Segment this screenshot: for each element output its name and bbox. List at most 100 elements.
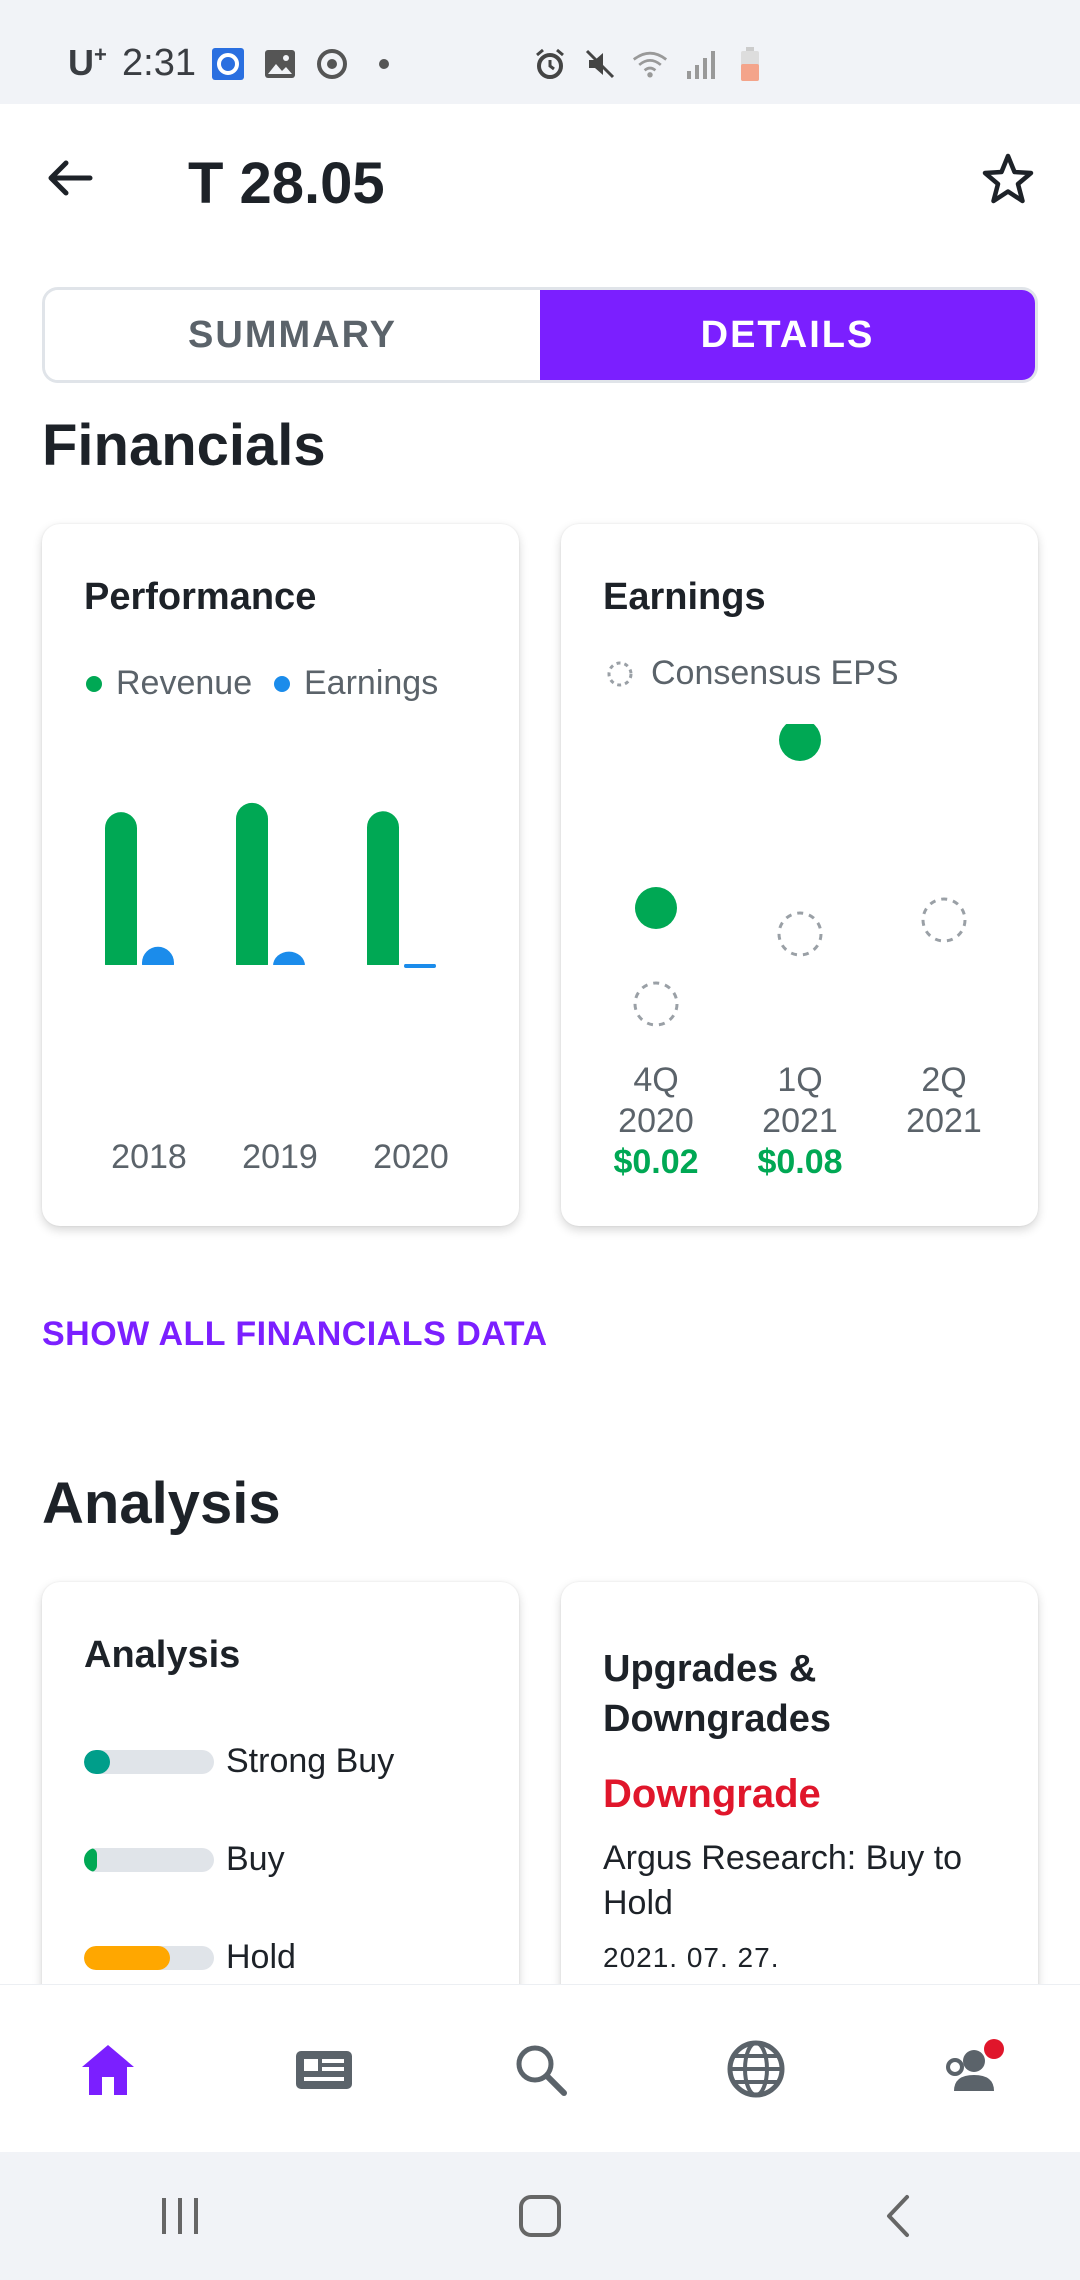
eps-col-4q2020: 4Q 2020 $0.02 — [596, 1060, 716, 1183]
earnings-card[interactable]: Earnings Consensus EPS 4Q 2020 $0.02 1Q … — [561, 524, 1038, 1226]
nav-profile[interactable] — [922, 2019, 1022, 2119]
revenue-dot — [86, 675, 102, 692]
eps-quarter-label: 4Q — [633, 1061, 679, 1099]
legend-revenue-label: Revenue — [116, 664, 253, 702]
rating-hold: Hold — [84, 1938, 296, 1977]
rating-bar — [84, 1945, 214, 1970]
rating-bar — [84, 1847, 214, 1872]
earnings-title: Earnings — [603, 576, 766, 618]
eps-col-1q2021: 1Q 2021 $0.08 — [740, 1060, 860, 1183]
analysis-heading: Analysis — [42, 1471, 281, 1536]
analysis-card-title: Analysis — [84, 1634, 241, 1676]
globe-icon — [727, 2040, 785, 2097]
actual-eps-point — [635, 887, 677, 929]
tab-summary[interactable]: SUMMARY — [45, 290, 540, 380]
watchlist-star-button[interactable] — [976, 148, 1040, 212]
chevron-left-icon — [887, 2195, 909, 2237]
quote-header: T 28.05 — [0, 104, 1080, 274]
carrier-label: U+ — [68, 42, 107, 83]
battery-icon — [732, 46, 768, 82]
search-icon — [516, 2045, 567, 2096]
nav-search[interactable] — [490, 2019, 590, 2119]
notification-icons — [210, 46, 402, 82]
tab-details[interactable]: DETAILS — [540, 290, 1035, 380]
consensus-eps-point — [777, 911, 823, 957]
system-back-button[interactable] — [850, 2176, 950, 2256]
earnings-bar — [404, 964, 436, 968]
rating-label: Strong Buy — [226, 1742, 395, 1780]
revenue-bar — [367, 811, 399, 980]
profile-settings-icon — [946, 2049, 994, 2091]
rating-bar — [84, 1749, 214, 1774]
baseline-mask — [42, 965, 519, 984]
show-all-financials-link[interactable]: SHOW ALL FINANCIALS DATA — [42, 1315, 548, 1353]
signal-icon — [682, 46, 718, 82]
mute-icon — [582, 46, 618, 82]
dashed-circle-icon — [607, 661, 633, 686]
legend-earnings-label: Earnings — [304, 664, 439, 702]
eps-actual-value: $0.08 — [757, 1143, 843, 1181]
rating-label: Hold — [226, 1938, 296, 1976]
arrow-left-icon — [48, 160, 93, 196]
actual-eps-point — [779, 724, 821, 761]
earnings-chart — [633, 724, 967, 1027]
rating-label: Buy — [226, 1840, 285, 1878]
rating-fill — [84, 1945, 170, 1970]
rating-buy: Buy — [84, 1840, 285, 1879]
home-icon — [82, 2044, 134, 2095]
alarm-icon — [532, 46, 568, 82]
performance-title: Performance — [84, 576, 317, 618]
rating-fill — [84, 1847, 97, 1872]
earnings-dot — [274, 675, 290, 692]
perf-x-label-2020: 2020 — [373, 1138, 449, 1176]
upgrades-title: Upgrades & Downgrades — [603, 1648, 832, 1740]
rating-change-description: Argus Research: Buy to Hold — [603, 1839, 963, 1922]
eps-quarter-label: 2Q — [921, 1061, 967, 1099]
back-button[interactable] — [40, 146, 104, 210]
status-bar: U+ 2:31 — [0, 0, 1080, 104]
legend-earnings: Earnings — [274, 664, 438, 703]
system-icons — [532, 46, 768, 82]
tab-bar: SUMMARY DETAILS — [42, 287, 1038, 383]
system-nav-bar — [0, 2152, 1080, 2280]
home-square-icon — [519, 2195, 561, 2237]
sync-icon — [314, 46, 350, 82]
financials-heading: Financials — [42, 413, 326, 478]
app-notification-icon — [210, 46, 246, 82]
perf-x-label-2018: 2018 — [111, 1138, 187, 1176]
perf-x-label-2019: 2019 — [242, 1138, 318, 1176]
analysis-card[interactable]: Analysis Strong Buy Buy Hold — [42, 1582, 519, 2042]
recent-apps-button[interactable] — [130, 2176, 230, 2256]
legend-consensus-label: Consensus EPS — [651, 654, 899, 692]
home-system-button[interactable] — [490, 2176, 590, 2256]
gallery-icon — [262, 46, 298, 82]
revenue-bar — [236, 802, 268, 980]
upgrades-card[interactable]: Upgrades & Downgrades Downgrade Argus Re… — [561, 1582, 1038, 2042]
eps-quarter-label: 1Q — [777, 1061, 823, 1099]
rating-change-status: Downgrade — [603, 1772, 821, 1816]
consensus-eps-point — [633, 981, 679, 1027]
wifi-icon — [632, 46, 668, 82]
status-time: 2:31 — [122, 42, 196, 84]
eps-actual-value: $0.02 — [613, 1143, 699, 1181]
performance-card[interactable]: Performance Revenue Earnings 2018 2019 2… — [42, 524, 519, 1226]
eps-year-label: 2021 — [762, 1102, 838, 1140]
bottom-nav — [0, 1984, 1080, 2152]
consensus-eps-point — [921, 897, 967, 943]
nav-markets[interactable] — [706, 2019, 806, 2119]
legend-revenue: Revenue — [86, 664, 252, 703]
nav-home[interactable] — [58, 2019, 158, 2119]
eps-year-label: 2020 — [618, 1102, 694, 1140]
performance-chart — [42, 802, 519, 984]
legend-consensus-eps: Consensus EPS — [605, 654, 899, 693]
recent-apps-icon — [162, 2198, 198, 2234]
eps-col-2q2021: 2Q 2021 — [884, 1060, 1004, 1142]
notification-badge — [984, 2038, 1004, 2059]
rating-change-date: 2021. 07. 27. — [603, 1942, 780, 1973]
revenue-bar — [105, 812, 137, 980]
eps-year-label: 2021 — [906, 1102, 982, 1140]
page-title: T 28.05 — [188, 151, 385, 216]
nav-news[interactable] — [274, 2019, 374, 2119]
newspaper-icon — [296, 2050, 352, 2089]
star-icon — [982, 153, 1034, 204]
